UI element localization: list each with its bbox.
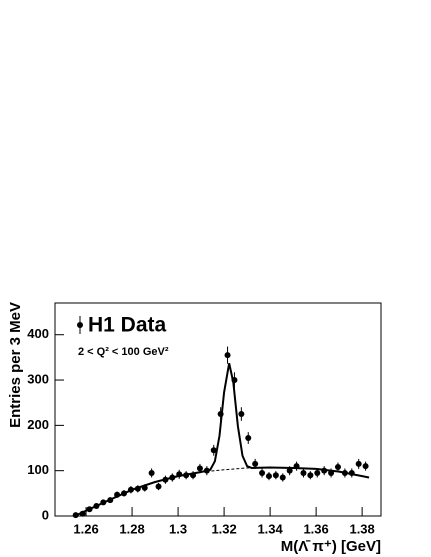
data-point xyxy=(334,464,341,471)
data-point xyxy=(86,506,93,513)
data-point xyxy=(245,435,252,442)
data-point xyxy=(362,463,369,470)
data-point xyxy=(107,497,114,504)
data-point xyxy=(190,472,197,479)
y-axis-label: Entries per 3 MeV xyxy=(7,302,24,428)
y-tick-label: 0 xyxy=(42,507,49,522)
data-point xyxy=(307,472,314,479)
data-point xyxy=(328,469,335,476)
data-point xyxy=(183,472,190,479)
data-point xyxy=(196,465,203,472)
data-point xyxy=(162,476,169,483)
data-point xyxy=(231,377,238,384)
y-tick-label: 400 xyxy=(27,326,49,341)
data-point xyxy=(321,467,328,474)
data-point xyxy=(210,447,217,454)
data-point xyxy=(100,499,107,506)
annotation: 2 < Q² < 100 GeV² xyxy=(78,346,169,358)
data-point xyxy=(72,512,79,519)
x-tick-label: 1.26 xyxy=(73,521,98,536)
plot-frame xyxy=(54,302,382,517)
data-point xyxy=(79,510,86,517)
data-point xyxy=(224,352,231,359)
x-tick-label: 1.28 xyxy=(119,521,144,536)
data-point xyxy=(355,460,362,467)
data-point xyxy=(114,491,121,498)
y-tick-label: 200 xyxy=(27,417,49,432)
data-point xyxy=(148,469,155,476)
x-tick-label: 1.32 xyxy=(211,521,236,536)
data-point xyxy=(279,474,286,481)
data-point xyxy=(238,411,245,418)
data-point xyxy=(341,469,348,476)
data-point xyxy=(121,490,128,497)
data-point xyxy=(286,467,293,474)
data-point xyxy=(259,469,266,476)
data-point xyxy=(141,484,148,491)
y-tick-label: 100 xyxy=(27,462,49,477)
data-point xyxy=(300,469,307,476)
data-point xyxy=(203,467,210,474)
data-point xyxy=(93,503,100,510)
data-point xyxy=(155,483,162,490)
x-tick-label: 1.36 xyxy=(303,521,328,536)
data-point xyxy=(314,469,321,476)
x-tick-label: 1.34 xyxy=(257,521,283,536)
legend-marker xyxy=(77,322,83,328)
x-axis-label: M(Λ̄ π⁺) [GeV] xyxy=(281,538,381,555)
background-curve xyxy=(74,467,370,517)
data-point xyxy=(134,485,141,492)
x-tick-label: 1.38 xyxy=(349,521,374,536)
x-tick-label: 1.3 xyxy=(169,521,187,536)
y-tick-label: 300 xyxy=(27,371,49,386)
data-point xyxy=(252,460,259,467)
data-point xyxy=(265,473,272,480)
data-point xyxy=(127,486,134,493)
data-point xyxy=(169,474,176,481)
legend-label: H1 Data xyxy=(88,314,167,337)
data-point xyxy=(293,463,300,470)
data-point xyxy=(176,471,183,478)
data-point xyxy=(217,411,224,418)
data-point xyxy=(272,472,279,479)
data-point xyxy=(348,469,355,476)
